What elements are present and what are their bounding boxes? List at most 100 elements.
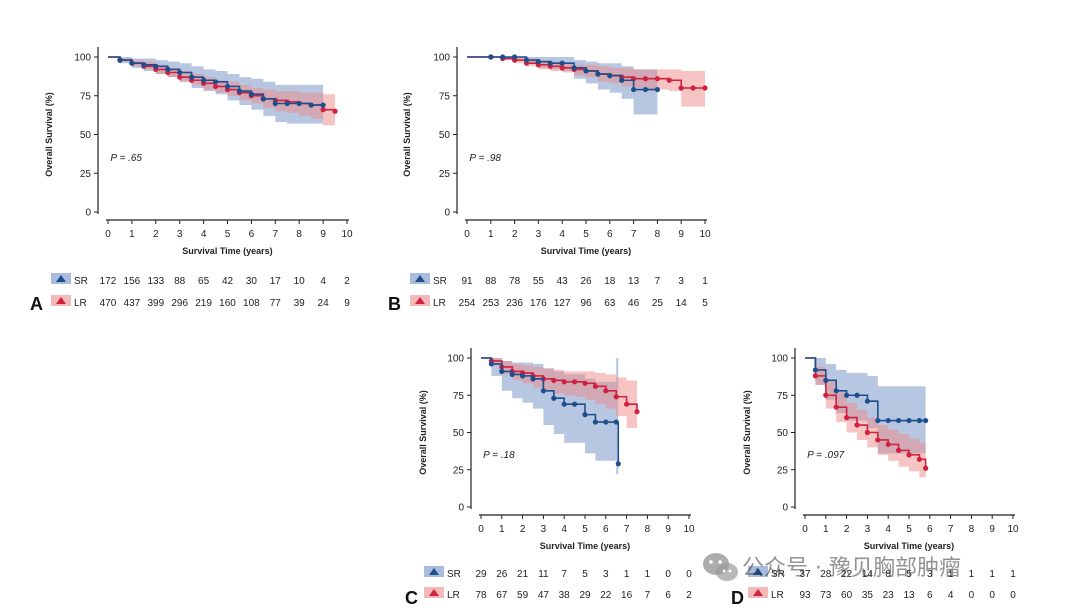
risk-count-sr: 172 [100,276,117,287]
censor-mark-lr [551,377,557,383]
y-tick-label: 75 [777,391,789,402]
x-tick-label: 3 [865,524,871,535]
risk-count-sr: 1 [989,569,995,580]
censor-mark-sr [833,388,839,394]
censor-mark-sr [916,417,923,424]
risk-count-sr: 1 [1010,569,1016,580]
risk-count-sr: 8 [885,569,891,580]
x-tick-label: 5 [906,524,912,535]
risk-count-sr: 10 [294,276,306,287]
risk-count-lr: 254 [459,298,476,309]
risk-count-sr: 43 [557,276,569,287]
censor-mark-sr [923,417,929,424]
x-tick-label: 8 [296,229,302,240]
risk-count-sr: 3 [678,276,684,287]
censor-mark-sr [535,59,542,65]
risk-count-lr: 253 [482,298,499,309]
risk-count-lr: 22 [600,590,612,601]
risk-count-lr: 0 [969,590,975,601]
risk-count-sr: 7 [561,569,567,580]
censor-mark-sr [615,461,621,467]
x-tick-label: 4 [559,229,565,240]
risk-count-sr: 1 [624,569,630,580]
censor-mark-lr [666,77,672,83]
risk-count-sr: 4 [320,276,326,287]
risk-count-sr: 13 [628,276,640,287]
x-tick-label: 0 [802,524,808,535]
censor-mark-sr [296,100,302,107]
risk-count-sr: 3 [603,569,609,580]
x-tick-label: 0 [478,524,484,535]
censor-mark-lr [654,76,661,82]
risk-count-lr: 23 [883,590,895,601]
censor-mark-lr [844,415,850,421]
censor-mark-lr [702,85,708,91]
risk-count-lr: 59 [517,590,529,601]
x-axis-title: Survival Time (years) [540,541,630,551]
x-tick-label: 3 [177,229,183,240]
risk-count-sr: 21 [517,569,529,580]
censor-mark-sr [236,88,243,94]
censor-mark-sr [551,395,557,401]
watermark-text: 公众号 · 豫见胸部肿瘤 [742,556,961,581]
risk-count-sr: 1 [948,569,954,580]
censor-mark-sr [592,419,599,425]
risk-count-sr: 42 [222,276,234,287]
x-tick-label: 1 [129,229,135,240]
censor-mark-sr [572,401,578,407]
x-tick-label: 9 [665,524,671,535]
risk-count-lr: 13 [903,590,915,601]
censor-mark-sr [559,60,565,66]
y-tick-label: 75 [80,91,92,102]
x-tick-label: 3 [536,229,542,240]
y-tick-label: 25 [439,169,451,180]
censor-mark-sr [906,417,912,424]
x-tick-label: 4 [201,229,207,240]
risk-count-sr: 91 [461,276,473,287]
risk-count-lr: 236 [506,298,523,309]
censor-mark-lr [833,404,839,410]
x-tick-label: 6 [607,229,613,240]
y-axis-title: Overall Survival (%) [402,92,412,177]
censor-mark-lr [906,452,912,458]
censor-mark-sr [864,398,871,404]
censor-mark-sr [117,57,123,63]
censor-mark-sr [844,392,850,398]
censor-mark-sr [812,367,819,373]
censor-mark-sr [499,368,505,375]
risk-count-lr: 93 [799,590,811,601]
censor-mark-lr [559,65,565,71]
x-axis-title: Survival Time (years) [541,246,631,256]
legend-marker-lr [429,589,439,596]
risk-count-sr: 7 [655,276,661,287]
x-tick-label: 7 [624,524,630,535]
risk-count-sr: 156 [124,276,141,287]
censor-mark-sr [823,377,829,383]
x-tick-label: 7 [273,229,279,240]
legend-marker-sr [429,568,439,575]
censor-mark-sr [582,412,588,418]
risk-count-lr: 9 [344,298,350,309]
risk-count-sr: 88 [174,276,186,287]
panel-letter: A [30,294,43,314]
risk-count-sr: 30 [246,276,258,287]
risk-count-lr: 60 [841,590,853,601]
censor-mark-sr [631,86,637,93]
censor-mark-lr [582,380,588,386]
legend-marker-sr [753,568,763,575]
risk-count-lr: 160 [219,298,236,309]
risk-label-lr: LR [447,590,460,601]
x-tick-label: 9 [678,229,684,240]
censor-mark-sr [540,388,547,394]
risk-label-sr: SR [447,569,461,580]
risk-count-lr: 219 [195,298,212,309]
censor-mark-sr [201,77,207,83]
censor-mark-lr [624,401,630,407]
risk-count-sr: 3 [927,569,933,580]
y-tick-label: 25 [453,465,465,476]
censor-mark-lr [864,429,871,436]
risk-count-lr: 470 [100,298,117,309]
risk-count-lr: 29 [579,590,591,601]
censor-mark-sr [212,79,219,85]
risk-count-sr: 65 [198,276,210,287]
